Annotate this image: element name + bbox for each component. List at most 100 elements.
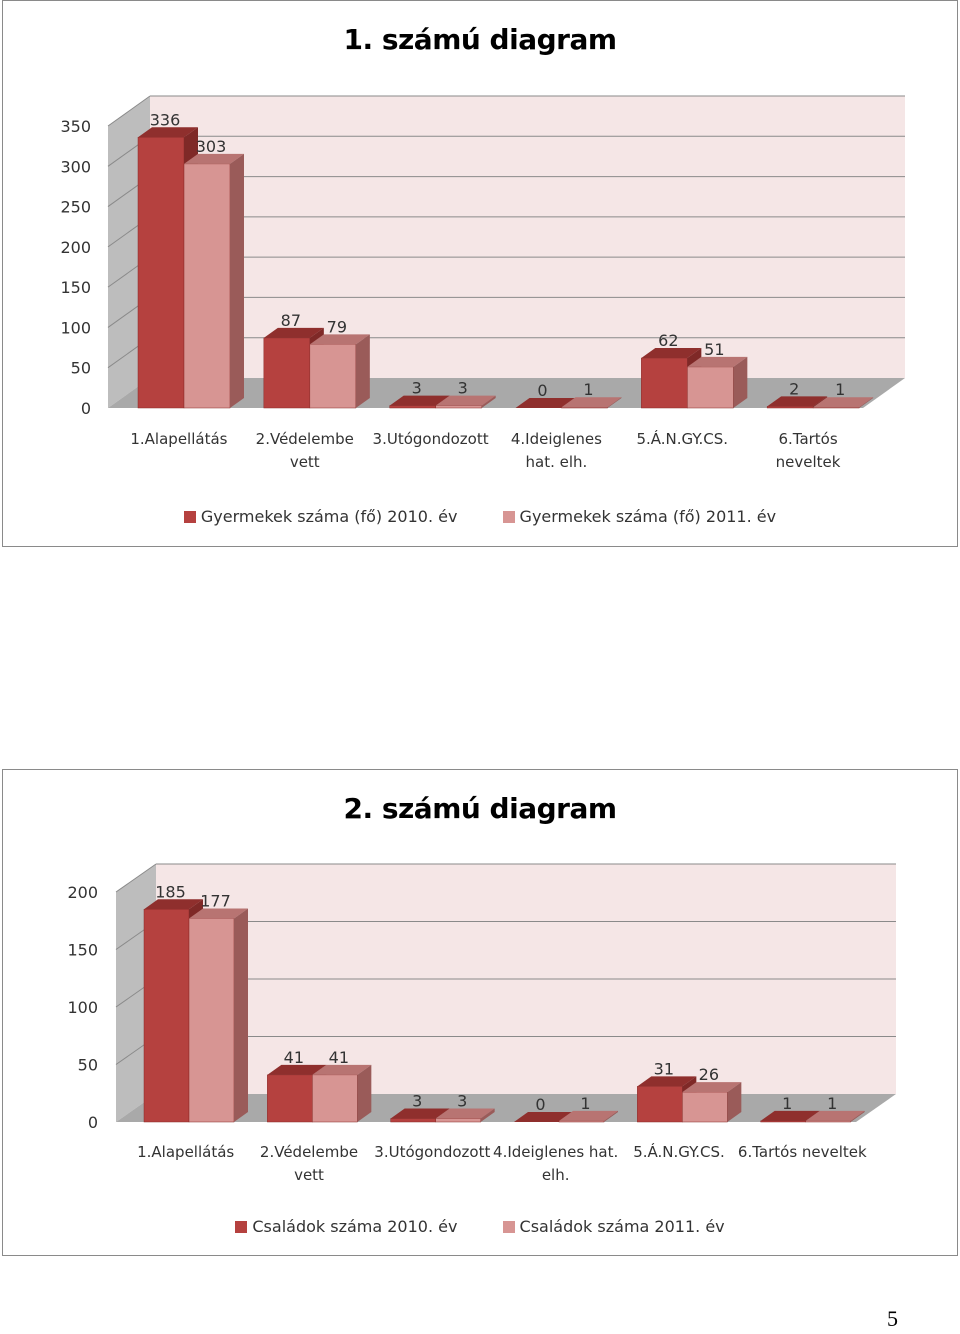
bar-3-series-1 <box>561 397 622 409</box>
bar-side <box>234 908 248 1122</box>
bar-front <box>267 1074 313 1123</box>
legend-swatch-2010 <box>183 510 196 523</box>
bar-side <box>355 334 370 408</box>
legend-label: Gyermekek száma (fő) 2010. év <box>200 507 458 526</box>
y-tick-label: 150 <box>60 278 91 297</box>
bar-top <box>641 348 702 359</box>
legend-swatch-2010 <box>235 1220 248 1233</box>
bar-front <box>641 357 688 409</box>
bar-1-series-1 <box>312 1064 372 1123</box>
bar-front <box>137 137 185 409</box>
bar-front <box>682 1091 728 1123</box>
bar-top <box>263 327 324 338</box>
bar-top <box>138 127 198 138</box>
legend-swatch-2011 <box>502 510 515 523</box>
bar-front <box>760 1120 806 1123</box>
bar-top <box>184 153 244 164</box>
category-label: 3.Utógondozott <box>374 1143 490 1161</box>
y-tick-label: 0 <box>88 1113 98 1132</box>
data-label: 0 <box>535 1095 545 1114</box>
gridline-diag <box>115 863 157 893</box>
bar-4-series-1 <box>687 356 748 409</box>
bar-front <box>637 1086 683 1123</box>
bar-front <box>183 163 231 409</box>
category-label: vett <box>290 453 320 471</box>
data-label: 3 <box>457 1092 467 1111</box>
bar-top <box>312 1064 372 1075</box>
category-label: 2.Védelembe <box>260 1143 358 1161</box>
bar-front <box>312 1074 358 1123</box>
y-tick-label: 250 <box>60 198 91 217</box>
data-label: 3 <box>412 379 422 398</box>
legend-item-2011: Családok száma 2011. év <box>502 1216 725 1236</box>
category-label: 4.Ideiglenes <box>511 430 602 448</box>
bar-3-series-0 <box>515 398 576 408</box>
data-label: 79 <box>327 317 347 336</box>
category-label: 1.Alapellátás <box>137 1143 234 1161</box>
bar-3-series-0 <box>514 1112 573 1122</box>
chart-2-plot: 0 50 100 150 200 185 177 1.Alapellátás 41 41 2.Véd… <box>67 863 896 1184</box>
category-label: 6.Tartós <box>778 430 837 448</box>
bar-side <box>733 356 748 408</box>
data-label: 87 <box>281 311 301 330</box>
bar-0-series-1 <box>188 908 248 1123</box>
data-label: 62 <box>658 331 678 350</box>
bar-side <box>607 397 622 408</box>
bar-top <box>559 1110 618 1121</box>
chart-1: 1. számú diagram 0 50 100 150 200 250 300 350 33… <box>2 0 958 547</box>
category-label: 2.Védelembe <box>256 430 354 448</box>
y-tick-label: 200 <box>60 238 91 257</box>
y-tick-label: 350 <box>60 117 91 136</box>
bar-top <box>813 397 874 408</box>
data-label: 3 <box>412 1092 422 1111</box>
legend-item-2011: Gyermekek száma (fő) 2011. év <box>502 506 776 526</box>
y-tick-label: 200 <box>67 883 98 902</box>
bar-front <box>143 909 190 1123</box>
bar-front <box>263 337 311 409</box>
data-label: 31 <box>654 1059 674 1078</box>
bar-top <box>682 1082 742 1093</box>
bar-2-series-1 <box>435 1108 495 1123</box>
bar-top <box>189 908 248 919</box>
category-label: 3.Utógondozott <box>373 430 489 448</box>
data-label: 2 <box>789 379 799 398</box>
data-label: 41 <box>284 1048 304 1067</box>
y-tick-label: 100 <box>67 998 98 1017</box>
bar-front <box>435 1118 481 1123</box>
y-tick-label: 0 <box>81 399 91 418</box>
bar-front <box>435 405 482 409</box>
bar-top <box>561 397 622 408</box>
bar-front <box>188 918 235 1123</box>
data-label: 1 <box>782 1094 792 1113</box>
bar-top <box>760 1110 820 1121</box>
category-label: 1.Alapellátás <box>130 430 227 448</box>
chart-legend: Családok száma 2010. év Családok száma 2… <box>3 1216 957 1236</box>
bar-0-series-1 <box>183 153 244 409</box>
bar-top <box>767 396 828 407</box>
legend-label: Családok száma 2011. év <box>519 1217 725 1236</box>
data-label: 0 <box>537 381 547 400</box>
bar-side <box>481 395 496 408</box>
bar-front <box>389 405 436 409</box>
page-number: 5 <box>887 1306 898 1331</box>
bar-top <box>309 334 370 345</box>
y-tick-label: 50 <box>71 359 91 378</box>
gridline-diag <box>107 95 151 127</box>
data-label: 26 <box>699 1065 719 1084</box>
bar-top <box>637 1076 697 1087</box>
bar-top <box>144 899 203 910</box>
bar-front <box>558 1120 605 1123</box>
data-label: 1 <box>827 1094 837 1113</box>
bar-front <box>766 406 814 409</box>
category-label: 5.Á.N.GY.CS. <box>633 1142 725 1161</box>
bar-top <box>435 395 496 406</box>
bar-side <box>357 1064 372 1122</box>
chart-title: 2. számú diagram <box>343 792 617 825</box>
category-label: 5.Á.N.GY.CS. <box>636 429 728 448</box>
bar-side <box>859 397 874 408</box>
bar-side <box>727 1082 742 1122</box>
chart-legend: Gyermekek száma (fő) 2010. év Gyermekek … <box>3 506 957 526</box>
bar-top <box>687 356 748 367</box>
bar-side <box>230 153 244 408</box>
